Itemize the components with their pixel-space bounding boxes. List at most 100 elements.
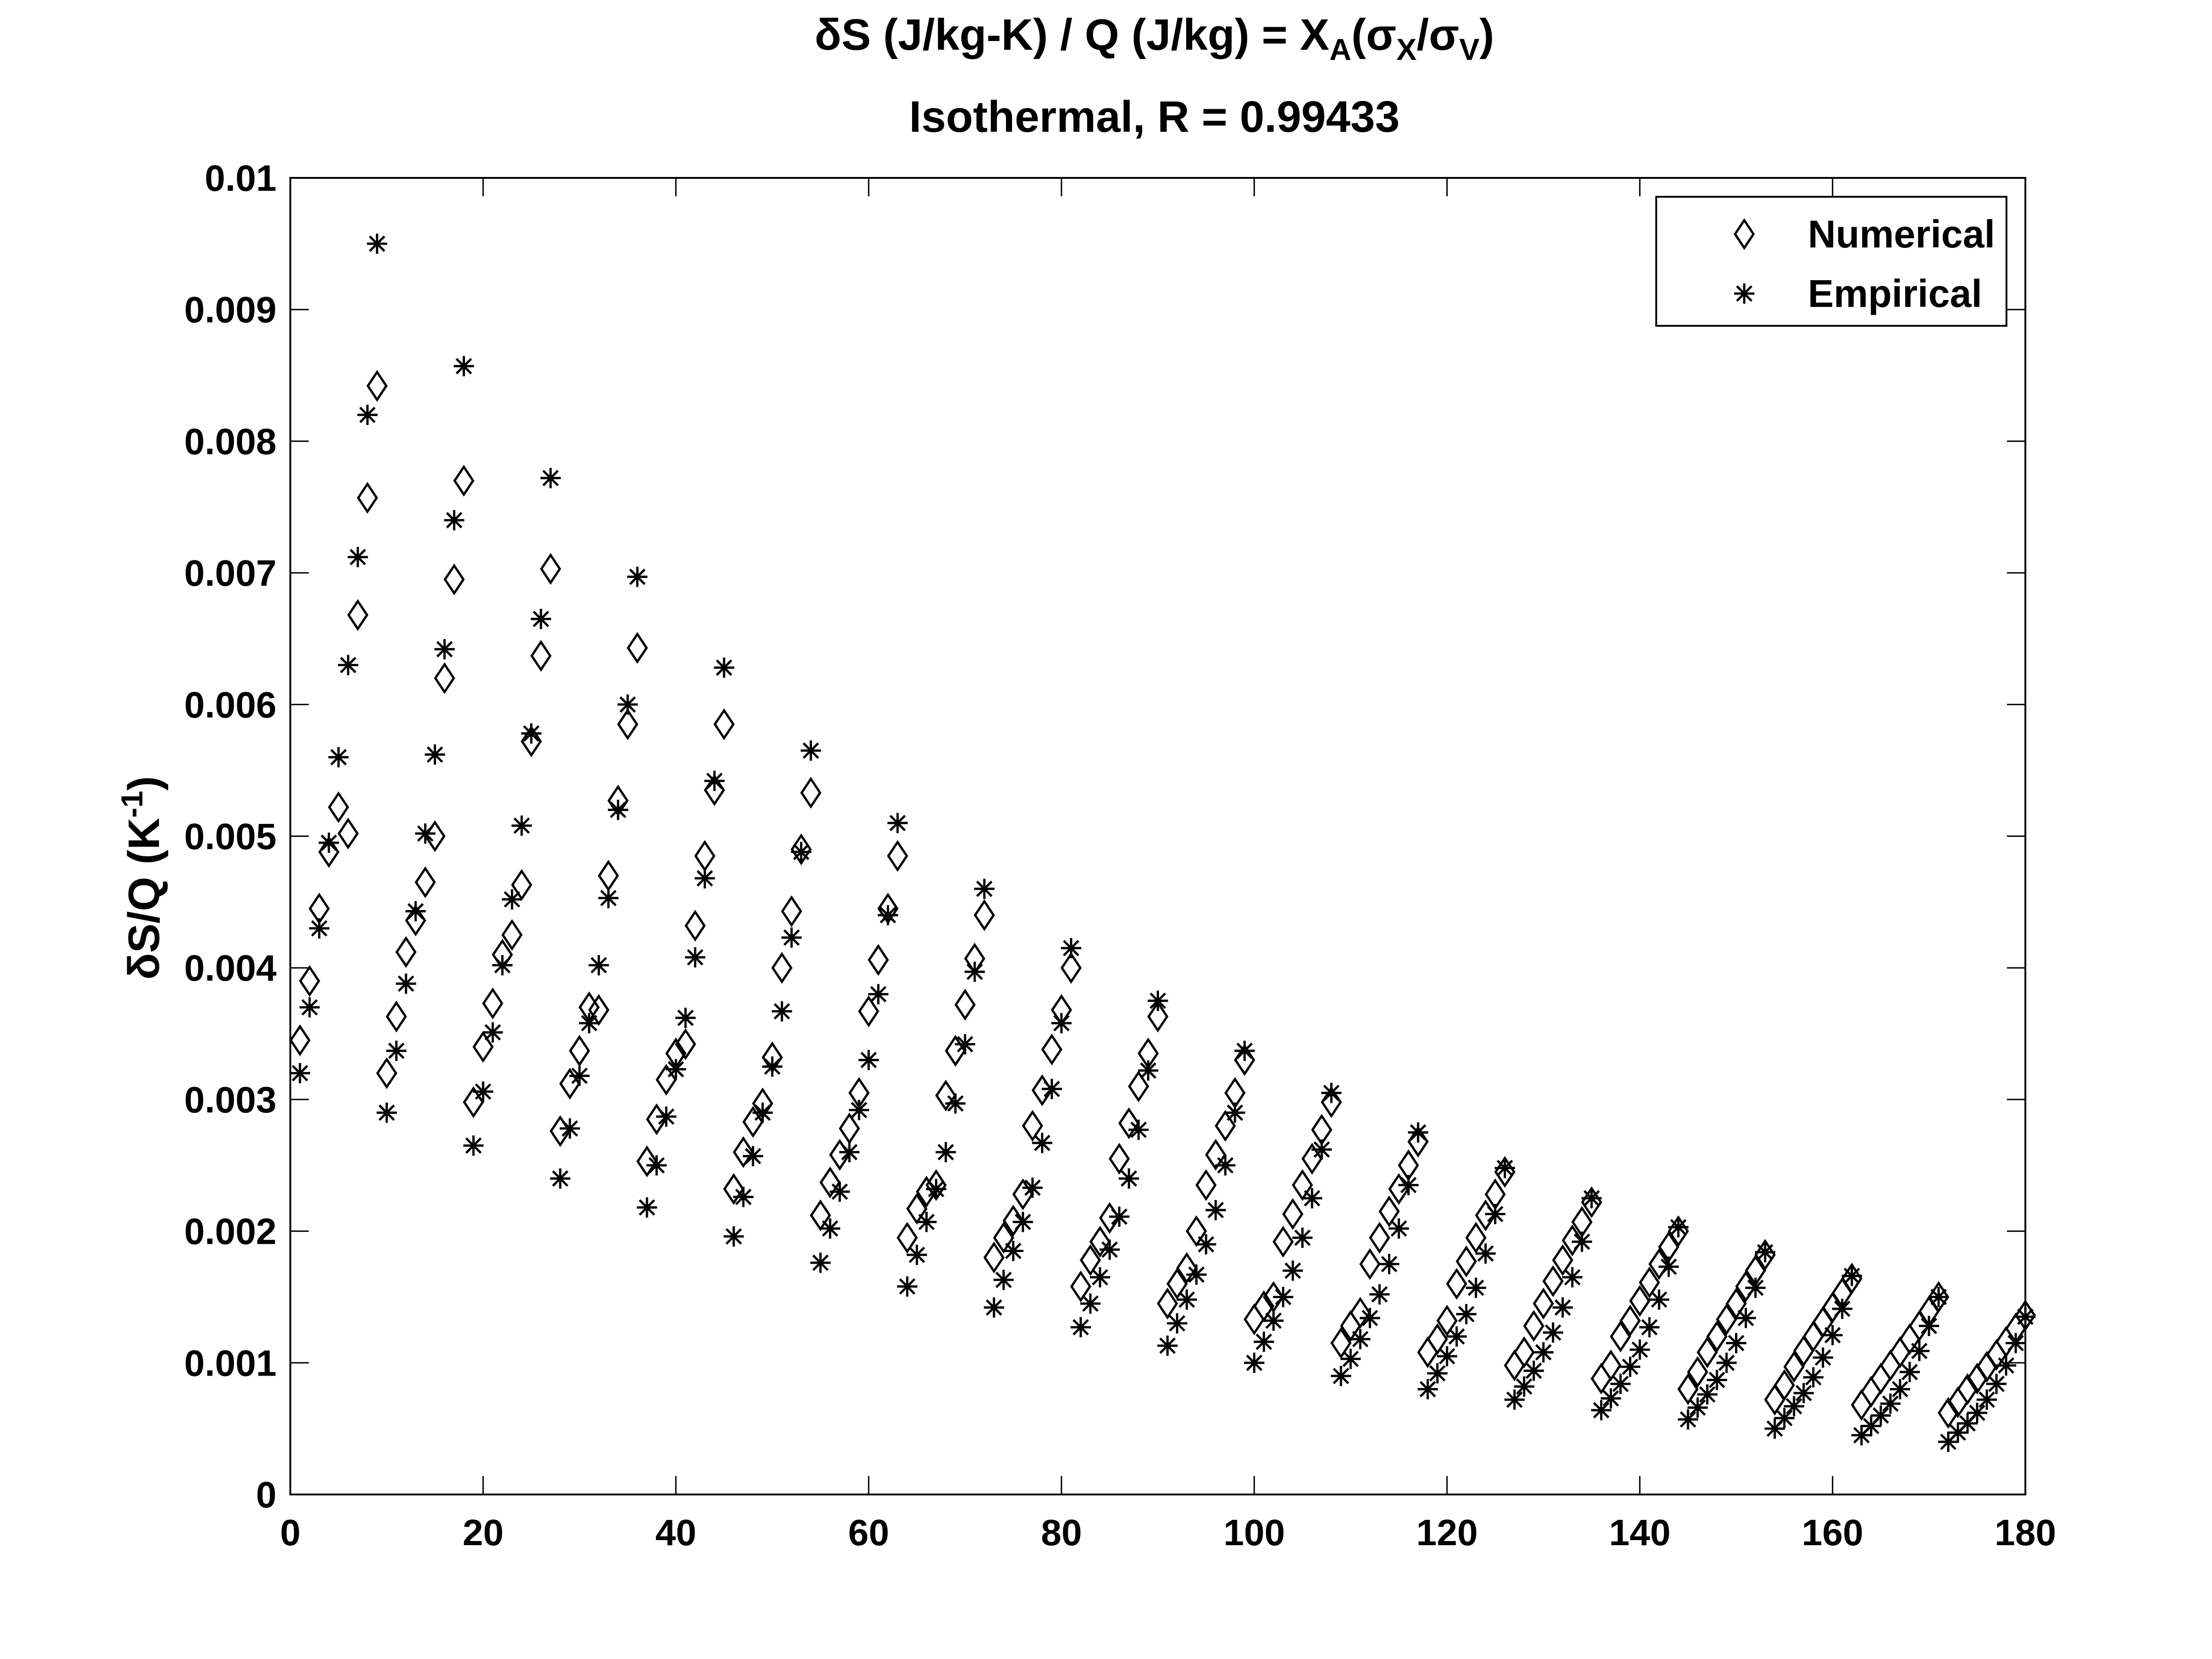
empirical-point — [1109, 1206, 1130, 1227]
empirical-point — [588, 955, 609, 976]
numerical-point — [1070, 1271, 1092, 1303]
x-tick-label: 40 — [655, 1512, 696, 1553]
empirical-point — [733, 1187, 754, 1207]
empirical-point — [1591, 1400, 1612, 1421]
x-tick-label: 60 — [848, 1512, 889, 1553]
empirical-point — [367, 233, 388, 254]
numerical-point — [395, 936, 417, 968]
empirical-point — [791, 841, 812, 862]
empirical-point — [1697, 1384, 1718, 1405]
numerical-point — [973, 899, 995, 931]
y-tick-label: 0.002 — [184, 1211, 276, 1252]
x-tick-label: 120 — [1416, 1512, 1477, 1553]
numerical-point — [896, 1222, 918, 1254]
empirical-point — [627, 566, 647, 587]
empirical-point — [1581, 1188, 1602, 1209]
empirical-point — [463, 1135, 484, 1156]
numerical-point — [1128, 1070, 1149, 1102]
x-tick-label: 20 — [463, 1512, 504, 1553]
numerical-point — [443, 563, 465, 595]
empirical-point — [1890, 1379, 1911, 1400]
empirical-point — [1167, 1313, 1188, 1334]
empirical-point — [1668, 1217, 1688, 1238]
empirical-point — [646, 1155, 667, 1176]
empirical-point — [1022, 1177, 1043, 1198]
empirical-point — [1553, 1297, 1573, 1318]
empirical-point — [396, 973, 416, 994]
empirical-point — [1562, 1267, 1583, 1288]
empirical-point — [859, 1050, 879, 1071]
y-tick-label: 0.001 — [184, 1342, 276, 1383]
numerical-point — [1533, 1288, 1554, 1320]
empirical-point — [1157, 1335, 1178, 1356]
empirical-point — [1918, 1316, 1939, 1336]
empirical-point — [1986, 1374, 2007, 1394]
empirical-point — [945, 1093, 966, 1114]
y-tick-label: 0.005 — [184, 816, 276, 857]
numerical-point — [472, 1031, 494, 1063]
empirical-point — [1832, 1299, 1853, 1319]
numerical-point — [1706, 1320, 1728, 1353]
empirical-point — [530, 609, 551, 629]
empirical-point — [492, 955, 513, 976]
numerical-point — [1369, 1222, 1390, 1254]
numerical-point — [1349, 1297, 1371, 1329]
y-tick-label: 0.006 — [184, 684, 276, 725]
empirical-point — [1822, 1325, 1843, 1346]
empirical-point — [781, 927, 802, 948]
empirical-point — [1726, 1333, 1747, 1353]
numerical-point — [1735, 1271, 1757, 1303]
empirical-point — [1215, 1155, 1235, 1176]
empirical-point — [1388, 1218, 1409, 1239]
empirical-point — [1041, 1079, 1062, 1100]
numerical-point — [636, 1145, 658, 1177]
empirical-point — [559, 1118, 580, 1139]
numerical-point — [1619, 1305, 1641, 1337]
empirical-point — [771, 1001, 792, 1022]
empirical-point — [1071, 1317, 1091, 1338]
empirical-point — [1359, 1308, 1380, 1329]
empirical-point — [1996, 1355, 2017, 1376]
numerical-point — [1108, 1142, 1130, 1175]
empirical-point — [289, 1063, 310, 1083]
numerical-point — [1754, 1239, 1776, 1271]
empirical-point — [743, 1146, 763, 1166]
empirical-point — [1224, 1102, 1245, 1123]
empirical-point — [1967, 1402, 1988, 1423]
empirical-point — [1012, 1212, 1033, 1232]
empirical-point — [1735, 1308, 1756, 1329]
empirical-point — [1571, 1231, 1592, 1252]
empirical-point — [1263, 1310, 1284, 1331]
empirical-point — [338, 655, 359, 676]
empirical-point — [1321, 1082, 1341, 1103]
empirical-point — [800, 740, 821, 761]
empirical-point — [1292, 1227, 1313, 1248]
empirical-point — [1302, 1188, 1323, 1209]
empirical-point — [377, 1102, 397, 1123]
empirical-point — [1677, 1409, 1698, 1430]
empirical-point — [656, 1106, 677, 1127]
empirical-point — [2006, 1333, 2026, 1353]
empirical-point — [1032, 1133, 1053, 1153]
empirical-point — [1649, 1289, 1670, 1310]
empirical-point — [820, 1218, 841, 1239]
empirical-point — [974, 878, 994, 899]
numerical-point — [1446, 1268, 1467, 1300]
numerical-point — [887, 840, 908, 872]
empirical-point — [415, 823, 435, 844]
empirical-point — [1118, 1168, 1139, 1189]
numerical-point — [800, 777, 822, 809]
empirical-point — [1812, 1347, 1833, 1368]
empirical-point — [1803, 1367, 1824, 1388]
legend-marker-empirical — [1734, 283, 1754, 304]
empirical-point — [906, 1245, 927, 1265]
numerical-point — [1378, 1195, 1400, 1228]
numerical-point — [713, 708, 735, 741]
empirical-point — [1080, 1293, 1101, 1314]
x-tick-label: 160 — [1802, 1512, 1863, 1553]
empirical-point — [512, 815, 532, 836]
numerical-point — [1089, 1225, 1111, 1258]
x-tick-label: 140 — [1609, 1512, 1671, 1553]
numerical-point — [1561, 1224, 1583, 1257]
